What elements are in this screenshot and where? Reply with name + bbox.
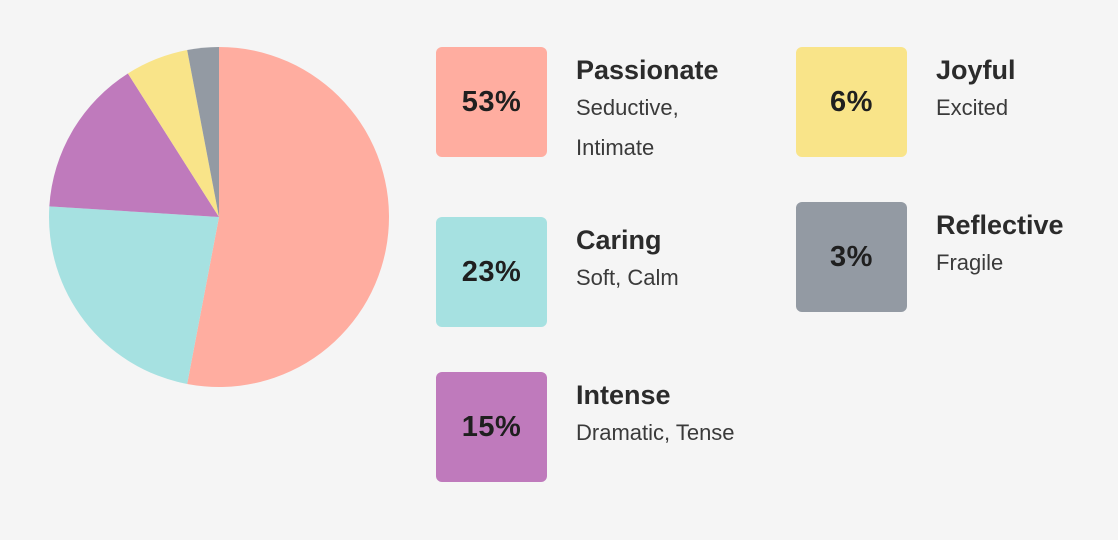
pie-slice-reflective xyxy=(187,47,219,217)
legend-label-reflective: Reflective xyxy=(936,210,1064,240)
legend-description-intense: Dramatic, Tense xyxy=(576,420,735,445)
legend-swatch-passionate: 53% xyxy=(436,47,547,157)
legend-swatch-reflective: 3% xyxy=(796,202,907,312)
legend-item-reflective: 3% Reflective Fragile xyxy=(796,202,1064,312)
pie-slice-passionate xyxy=(187,47,390,388)
legend-swatch-caring: 23% xyxy=(436,217,547,327)
legend-swatch-intense: 15% xyxy=(436,372,547,482)
legend-item-caring: 23% Caring Soft, Calm xyxy=(436,217,679,327)
legend-description-joyful: Excited xyxy=(936,95,1009,120)
legend-swatch-joyful: 6% xyxy=(796,47,907,157)
legend-description-passionate: Seductive, Intimate xyxy=(576,95,679,160)
legend-item-passionate: 53% Passionate Seductive, Intimate xyxy=(436,47,726,168)
legend-item-joyful: 6% Joyful Excited xyxy=(796,47,1016,157)
legend-label-intense: Intense xyxy=(576,380,671,410)
pie-slice-caring xyxy=(49,206,219,384)
legend-percent-reflective: 3% xyxy=(830,240,873,273)
legend-description-reflective: Fragile xyxy=(936,250,1004,275)
legend-item-intense: 15% Intense Dramatic, Tense xyxy=(436,372,735,482)
legend-label-joyful: Joyful xyxy=(936,55,1016,85)
legend-description-caring: Soft, Calm xyxy=(576,265,679,290)
legend-percent-caring: 23% xyxy=(461,255,522,288)
legend-label-caring: Caring xyxy=(576,225,662,255)
pie-slice-intense xyxy=(49,73,220,217)
legend-label-passionate: Passionate xyxy=(576,55,719,85)
legend-percent-intense: 15% xyxy=(461,410,522,443)
pie-chart xyxy=(49,47,390,388)
legend-percent-joyful: 6% xyxy=(830,85,873,118)
pie-slice-joyful xyxy=(127,50,219,217)
legend-percent-passionate: 53% xyxy=(461,85,522,118)
